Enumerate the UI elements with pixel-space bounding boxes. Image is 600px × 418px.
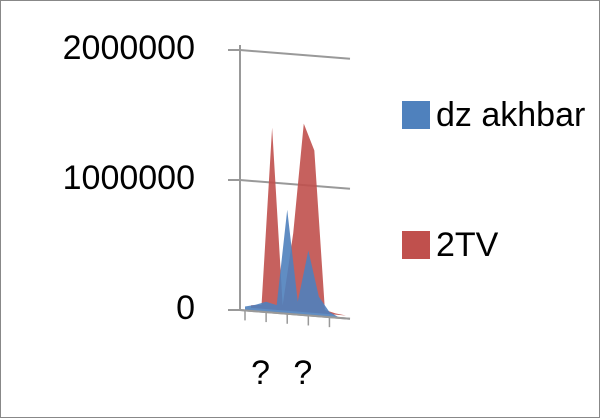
legend-swatch <box>402 231 430 259</box>
legend-swatch <box>402 101 430 129</box>
y-tick-label: 1000000 <box>63 159 195 197</box>
grid-line <box>239 49 351 60</box>
floor <box>239 309 351 320</box>
legend-label: dz akhbar <box>436 96 586 134</box>
x-tick-label: ? <box>293 354 312 392</box>
y-tick-label: 0 <box>176 289 195 327</box>
area <box>245 209 340 318</box>
grid-line <box>239 179 351 190</box>
x-tick-label: ? <box>251 354 270 392</box>
area <box>251 123 346 316</box>
legend-label: 2TV <box>436 226 499 264</box>
y-tick-label: 2000000 <box>63 29 195 67</box>
